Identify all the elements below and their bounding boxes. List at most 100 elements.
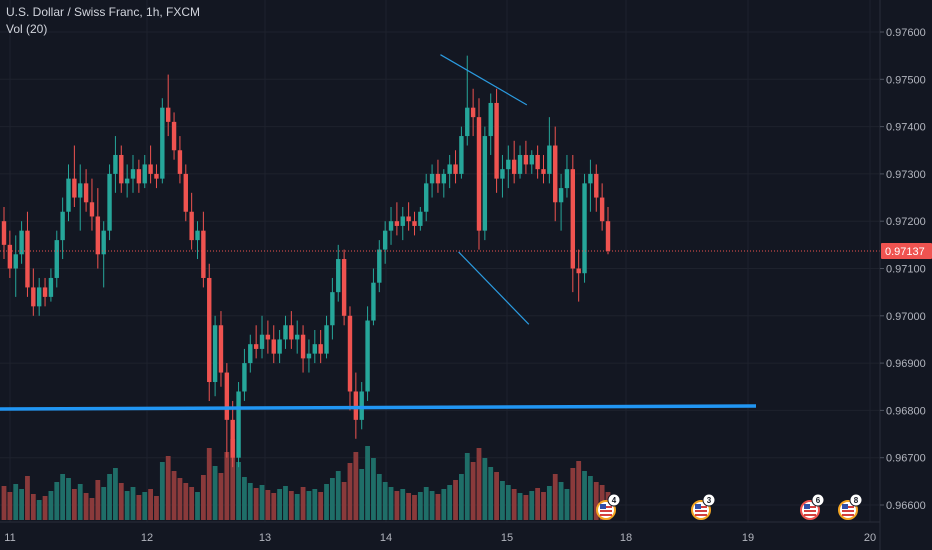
candle-body bbox=[470, 107, 476, 118]
price-tick-label: 0.96600 bbox=[886, 500, 926, 512]
time-tick-label: 19 bbox=[742, 532, 754, 544]
flag-stripe bbox=[600, 514, 612, 516]
candle-body bbox=[253, 344, 259, 349]
volume-indicator-label[interactable]: Vol (20) bbox=[6, 22, 48, 36]
volume-bar bbox=[541, 492, 546, 520]
volume-bar bbox=[412, 495, 417, 520]
volume-bar bbox=[464, 453, 470, 520]
flag-canton bbox=[600, 504, 606, 509]
volume-bar bbox=[71, 489, 77, 520]
flag-canton bbox=[842, 504, 848, 509]
candle-body bbox=[424, 183, 429, 212]
volume-bar bbox=[77, 484, 83, 520]
volume-bar bbox=[470, 462, 476, 520]
event-count-badge bbox=[702, 493, 716, 507]
candle-body bbox=[78, 183, 83, 198]
candle-body bbox=[1, 221, 7, 245]
candle-body bbox=[553, 145, 558, 203]
volume-bar bbox=[388, 487, 394, 520]
volume-bar bbox=[189, 487, 195, 520]
volume-bar bbox=[142, 492, 148, 520]
time-tick-label: 18 bbox=[620, 532, 632, 544]
volume-bar bbox=[19, 489, 24, 520]
volume-bar bbox=[95, 480, 101, 520]
candle-body bbox=[7, 244, 13, 269]
candle-body bbox=[488, 102, 493, 137]
volume-bar bbox=[60, 474, 66, 520]
candle-body bbox=[535, 154, 540, 170]
candle-body bbox=[341, 259, 347, 316]
symbol-title[interactable]: U.S. Dollar / Swiss Franc, 1h, FXCM bbox=[6, 5, 201, 19]
volume-bar bbox=[417, 492, 423, 520]
time-tick-label: 14 bbox=[380, 532, 392, 544]
candle-body bbox=[605, 221, 611, 251]
candle-body bbox=[183, 173, 188, 212]
candle-body bbox=[19, 230, 24, 255]
volume-bar bbox=[66, 478, 71, 520]
candle-body bbox=[523, 154, 529, 165]
pattern-upper-line bbox=[440, 54, 528, 106]
volume-bar bbox=[236, 462, 241, 520]
candle-body bbox=[599, 197, 605, 222]
time-tick-label: 12 bbox=[141, 532, 153, 544]
candle-body bbox=[248, 344, 253, 364]
volume-bar bbox=[212, 466, 218, 520]
candle-body bbox=[177, 150, 183, 174]
volume-bar bbox=[195, 492, 200, 520]
volume-bar bbox=[200, 475, 206, 520]
candle-body bbox=[482, 136, 488, 231]
candle-body bbox=[89, 202, 95, 217]
volume-bars bbox=[1, 439, 611, 520]
event-count: 6 bbox=[816, 496, 821, 505]
volume-bar bbox=[324, 484, 329, 520]
volume-bar bbox=[54, 482, 60, 520]
candle-body bbox=[277, 339, 282, 354]
volume-bar bbox=[400, 489, 406, 520]
volume-bar bbox=[30, 494, 36, 520]
event-badge[interactable]: 4 bbox=[596, 493, 621, 520]
volume-bar bbox=[48, 491, 54, 520]
volume-bar bbox=[101, 487, 107, 520]
volume-bar bbox=[177, 478, 183, 520]
volume-bar bbox=[570, 468, 576, 520]
volume-bar bbox=[500, 481, 505, 520]
volume-bar bbox=[588, 476, 593, 520]
candle-body bbox=[271, 339, 276, 354]
event-badge[interactable]: 6 bbox=[800, 493, 825, 520]
candle-body bbox=[160, 107, 165, 179]
price-tick-label: 0.96700 bbox=[886, 453, 926, 465]
candle-body bbox=[289, 325, 294, 340]
candle-body bbox=[242, 363, 247, 392]
volume-bar bbox=[511, 489, 517, 520]
candle-body bbox=[365, 320, 370, 392]
volume-bar bbox=[546, 486, 552, 520]
event-badge[interactable]: 3 bbox=[691, 493, 716, 520]
volume-bar bbox=[329, 478, 335, 520]
flag-canton bbox=[804, 504, 810, 509]
volume-bar bbox=[365, 446, 370, 520]
candle-body bbox=[506, 159, 511, 170]
volume-bar bbox=[1, 486, 7, 520]
candle-body bbox=[42, 287, 48, 297]
candle-body bbox=[283, 325, 288, 340]
volume-bar bbox=[517, 493, 523, 520]
volume-bar bbox=[265, 490, 271, 520]
volume-bar bbox=[183, 483, 189, 520]
candle-body bbox=[165, 107, 171, 122]
drawing-layer bbox=[0, 54, 880, 411]
candle-body bbox=[306, 353, 312, 359]
price-tick-label: 0.97200 bbox=[886, 216, 926, 228]
candle-body bbox=[453, 164, 458, 174]
candle-body bbox=[447, 164, 452, 174]
event-badge[interactable]: 8 bbox=[838, 493, 863, 520]
flag-stripe bbox=[804, 510, 816, 512]
volume-bar bbox=[247, 483, 253, 520]
volume-bar bbox=[206, 448, 212, 520]
support-trendline bbox=[0, 404, 757, 411]
candle-body bbox=[582, 183, 587, 274]
volume-bar bbox=[224, 452, 230, 520]
candle-body bbox=[441, 173, 447, 184]
candle-body bbox=[570, 169, 576, 269]
volume-bar bbox=[42, 496, 48, 520]
